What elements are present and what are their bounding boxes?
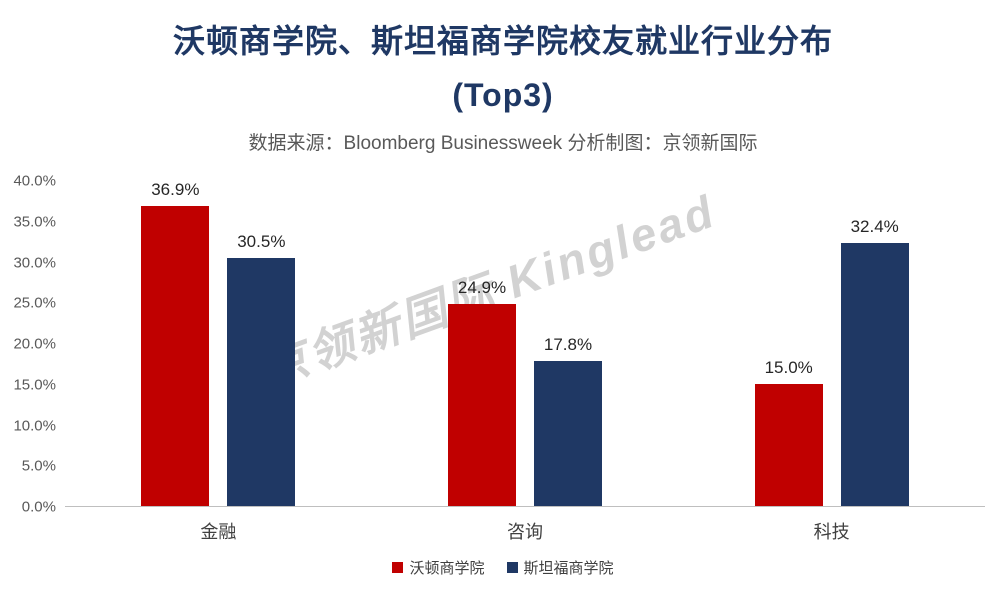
chart-title: 沃顿商学院、斯坦福商学院校友就业行业分布 (Top3) (0, 25, 1006, 111)
bar-斯坦福商学院-科技: 32.4% (840, 217, 909, 506)
bar-value-label: 15.0% (764, 358, 813, 378)
legend: 沃顿商学院 斯坦福商学院 (0, 557, 1006, 578)
y-tick-label: 20.0% (13, 335, 56, 353)
legend-swatch (392, 562, 404, 573)
y-axis: 0.0% 5.0% 10.0% 15.0% 20.0% 25.0% 30.0% 35.0% 40… (0, 173, 56, 516)
y-tick-label: 35.0% (13, 213, 56, 231)
y-tick-label: 0.0% (21, 498, 56, 516)
bar-沃顿商学院-科技: 15.0% (754, 358, 823, 506)
bar-value-label: 30.5% (237, 232, 286, 252)
chart-subtitle: 数据来源：Bloomberg Businessweek 分析制图：京领新国际 (248, 133, 758, 154)
y-tick-label: 5.0% (21, 457, 56, 475)
y-tick-label: 30.0% (13, 254, 56, 271)
y-tick-label: 10.0% (13, 417, 56, 434)
legend-label: 斯坦福商学院 (523, 560, 614, 577)
x-axis-label-金融: 金融 (200, 522, 237, 542)
chart-title-line1: 沃顿商学院、斯坦福商学院校友就业行业分布 (172, 23, 833, 59)
bar-斯坦福商学院-咨询: 17.8% (534, 335, 602, 506)
bar-沃顿商学院-金融: 36.9% (141, 180, 210, 506)
bar-group-科技: 15.0% 32.4% (678, 181, 985, 506)
bar-group-咨询: 24.9% 17.8% (372, 181, 679, 506)
y-tick-label: 15.0% (13, 376, 56, 394)
bar-value-label: 32.4% (850, 216, 899, 236)
bar-value-label: 17.8% (543, 335, 593, 355)
bar-group-金融: 36.9% 30.5% (65, 180, 372, 506)
x-axis-label-科技: 科技 (813, 522, 850, 542)
bar-value-label: 36.9% (151, 180, 200, 200)
legend-label: 沃顿商学院 (409, 560, 485, 577)
plot-area: 36.9% 30.5% 24.9% 17.8% 15.0% 32.4% (65, 180, 985, 507)
bar-value-label: 24.9% (457, 277, 507, 297)
bar-沃顿商学院-咨询: 24.9% (448, 278, 516, 506)
legend-item-沃顿商学院: 沃顿商学院 (392, 557, 485, 578)
legend-swatch (506, 562, 518, 573)
bar-斯坦福商学院-金融: 30.5% (227, 232, 296, 506)
y-tick-label: 40.0% (13, 172, 56, 190)
y-tick-label: 25.0% (13, 294, 56, 312)
x-axis-labels: 金融 咨询 科技 (65, 518, 985, 544)
x-axis-label-咨询: 咨询 (507, 522, 543, 542)
chart-title-line2: (Top3) (452, 77, 554, 113)
legend-item-斯坦福商学院: 斯坦福商学院 (506, 557, 614, 578)
